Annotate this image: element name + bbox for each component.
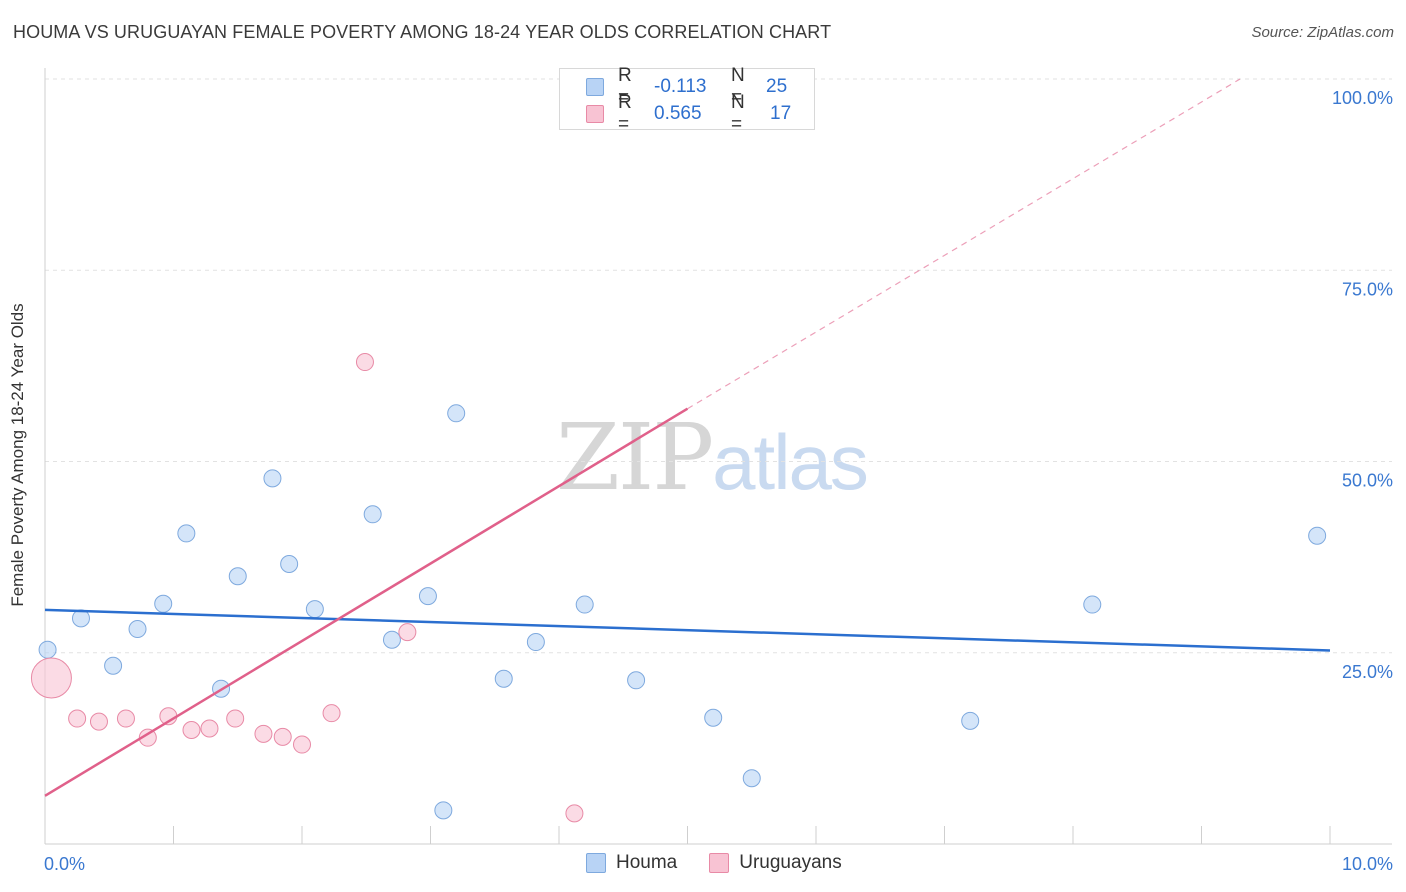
- houma-point: [704, 708, 723, 727]
- houma-point: [961, 711, 980, 730]
- y-tick-label: 25.0%: [1342, 662, 1393, 682]
- houma-point: [627, 671, 646, 690]
- y-tick-label: 50.0%: [1342, 471, 1393, 491]
- watermark: ZIPatlas: [556, 404, 869, 511]
- legend-n-label: N =: [731, 92, 745, 135]
- houma-point: [494, 669, 513, 688]
- houma-trend-line: [44, 608, 1331, 652]
- uruguayans-point: [565, 804, 584, 823]
- legend-n-value-uruguayans: 17: [770, 103, 792, 124]
- y-tick-label: 75.0%: [1342, 279, 1393, 299]
- legend-n-value-houma: 25: [766, 76, 788, 97]
- legend-r-label: R =: [618, 65, 632, 108]
- y-axis-label-wrap: Female Poverty Among 18-24 Year Olds: [8, 303, 28, 606]
- uruguayans-point: [200, 719, 219, 738]
- houma-point: [177, 524, 196, 543]
- uruguayans-trend-extension: [687, 78, 1241, 410]
- legend-n-label: N =: [731, 65, 745, 108]
- houma-point: [228, 567, 247, 586]
- source-label: Source: ZipAtlas.com: [1251, 24, 1394, 41]
- uruguayans-point: [398, 623, 417, 642]
- y-tick-label: 100.0%: [1332, 88, 1393, 108]
- uruguayans-point: [89, 712, 108, 731]
- houma-point: [434, 801, 453, 820]
- uruguayans-point: [30, 657, 72, 699]
- houma-point: [154, 594, 173, 613]
- uruguayans-point: [116, 709, 135, 728]
- uruguayans-point: [182, 721, 201, 740]
- houma-point: [128, 620, 147, 639]
- legend-r-label: R =: [618, 92, 632, 135]
- legend-swatch-houma: [586, 78, 604, 96]
- chart-title: HOUMA VS URUGUAYAN FEMALE POVERTY AMONG …: [13, 22, 832, 42]
- houma-point: [382, 630, 401, 649]
- series-legend: Houma Uruguayans: [586, 852, 874, 874]
- correlation-legend: R = -0.113 N = 25 R = 0.565 N = 17: [559, 65, 815, 135]
- uruguayans-trend-line: [44, 407, 689, 797]
- houma-point: [38, 640, 57, 659]
- houma-point: [1083, 595, 1102, 614]
- series-label-houma: Houma: [616, 852, 678, 873]
- legend-r-value-houma: -0.113: [654, 76, 707, 97]
- houma-point: [418, 587, 437, 606]
- uruguayans-point: [68, 709, 87, 728]
- y-axis-label: Female Poverty Among 18-24 Year Olds: [8, 303, 27, 607]
- legend-swatch-uruguayans: [586, 105, 604, 123]
- series-swatch-uruguayans: [709, 853, 730, 873]
- uruguayans-point: [254, 724, 273, 743]
- houma-point: [742, 769, 761, 788]
- series-swatch-houma: [586, 853, 606, 873]
- uruguayans-point: [293, 735, 311, 754]
- uruguayans-point: [226, 709, 245, 728]
- houma-point: [305, 600, 324, 619]
- uruguayans-point: [322, 704, 341, 723]
- houma-point: [575, 595, 594, 614]
- houma-point: [1308, 526, 1327, 545]
- series-legend-uruguayans: Uruguayans: [709, 852, 842, 874]
- houma-point: [447, 404, 466, 423]
- houma-point: [263, 469, 282, 488]
- houma-point: [363, 505, 382, 524]
- x-tick-label: 10.0%: [1342, 854, 1393, 874]
- legend-r-value-uruguayans: 0.565: [654, 103, 702, 124]
- uruguayans-point: [273, 727, 292, 746]
- houma-point: [526, 633, 545, 652]
- houma-point: [104, 656, 123, 675]
- series-legend-houma: Houma: [586, 852, 677, 874]
- watermark-zip: ZIP: [556, 404, 714, 511]
- series-label-uruguayans: Uruguayans: [739, 852, 842, 873]
- uruguayans-point: [355, 353, 374, 372]
- houma-point: [280, 555, 299, 574]
- x-tick-label: 0.0%: [44, 854, 85, 874]
